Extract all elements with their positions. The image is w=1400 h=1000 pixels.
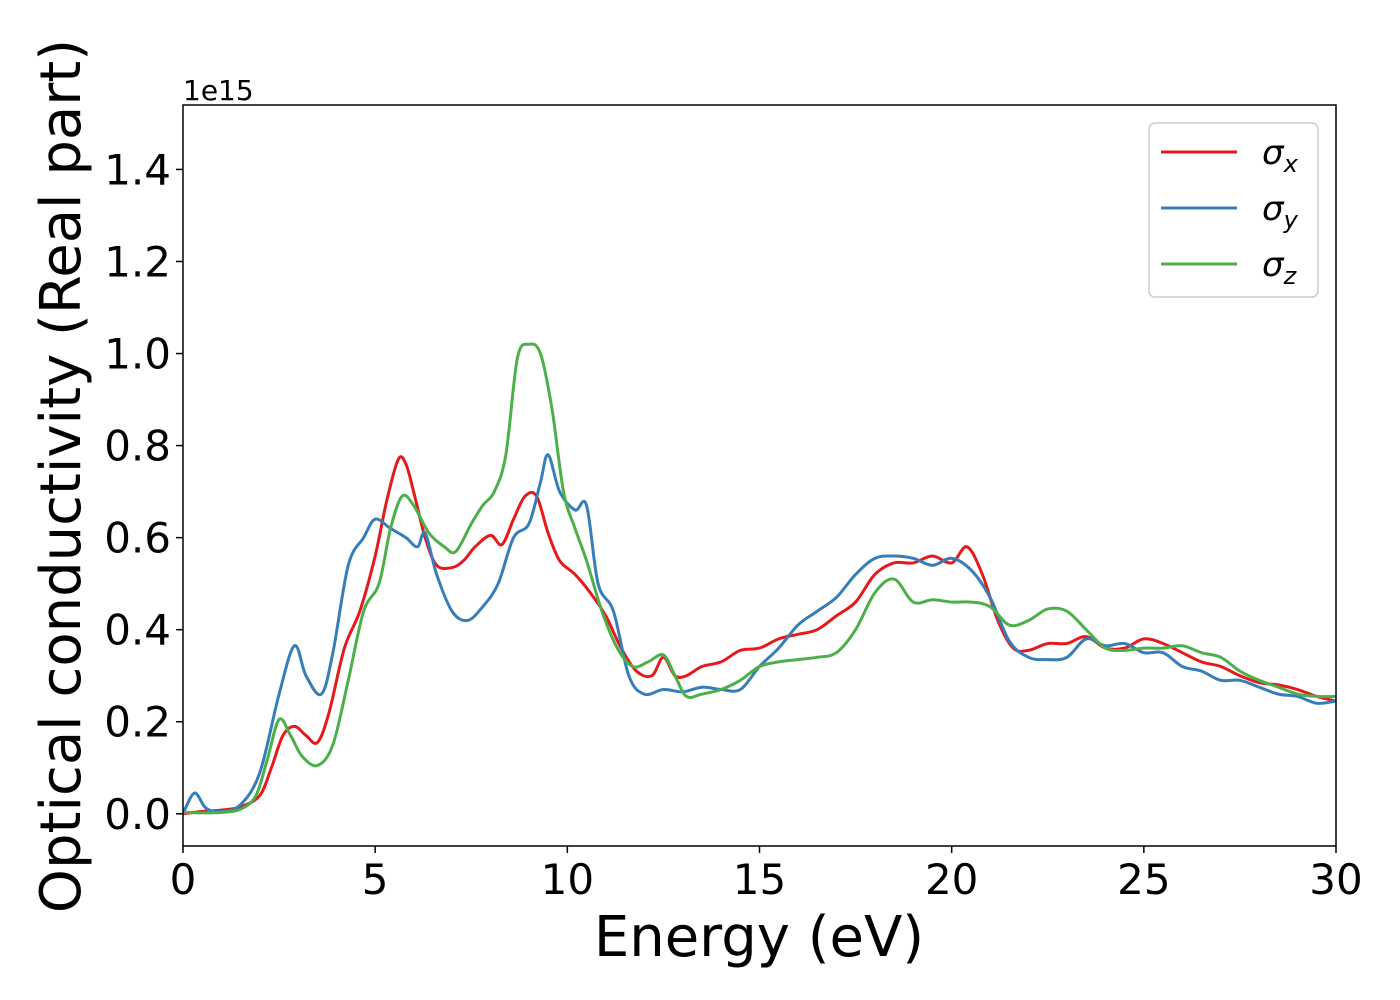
x-tick-label: 10 [541, 855, 594, 904]
x-tick-label: 30 [1309, 855, 1362, 904]
x-tick-label: 5 [362, 855, 389, 904]
legend-label-x: σx [1262, 133, 1299, 178]
legend-label-z: σz [1262, 245, 1298, 290]
x-tick-label: 0 [170, 855, 197, 904]
legend: σx σy σz [1148, 122, 1319, 298]
plot-area [183, 105, 1336, 846]
y-axis-ticks: 0.0 0.2 0.4 0.6 0.8 1.0 1.2 1.4 [104, 145, 183, 839]
legend-frame [1148, 122, 1319, 298]
y-tick-label: 1.2 [104, 237, 171, 286]
y-tick-label: 1.0 [104, 330, 171, 379]
x-tick-label: 20 [925, 855, 978, 904]
x-tick-label: 15 [733, 855, 786, 904]
x-axis-label: Energy (eV) [594, 905, 924, 970]
series-line-z [183, 342, 1336, 815]
series-line-y [183, 453, 1336, 816]
y-tick-label: 0.2 [104, 698, 171, 747]
x-axis-ticks: 0 5 10 15 20 25 30 [170, 846, 1363, 904]
y-tick-label: 0.8 [104, 422, 171, 471]
y-offset-text: 1e15 [183, 74, 254, 107]
legend-items: σx σy σz [1161, 133, 1299, 290]
y-axis-label: Optical conductivity (Real part) [29, 39, 94, 913]
y-tick-label: 0.4 [104, 606, 171, 655]
y-tick-label: 0.6 [104, 514, 171, 563]
legend-label-y: σy [1262, 189, 1299, 234]
y-tick-label: 0.0 [104, 790, 171, 839]
x-tick-label: 25 [1117, 855, 1170, 904]
series-layer [183, 342, 1336, 816]
y-tick-label: 1.4 [104, 145, 171, 194]
axes-background [183, 105, 1336, 846]
